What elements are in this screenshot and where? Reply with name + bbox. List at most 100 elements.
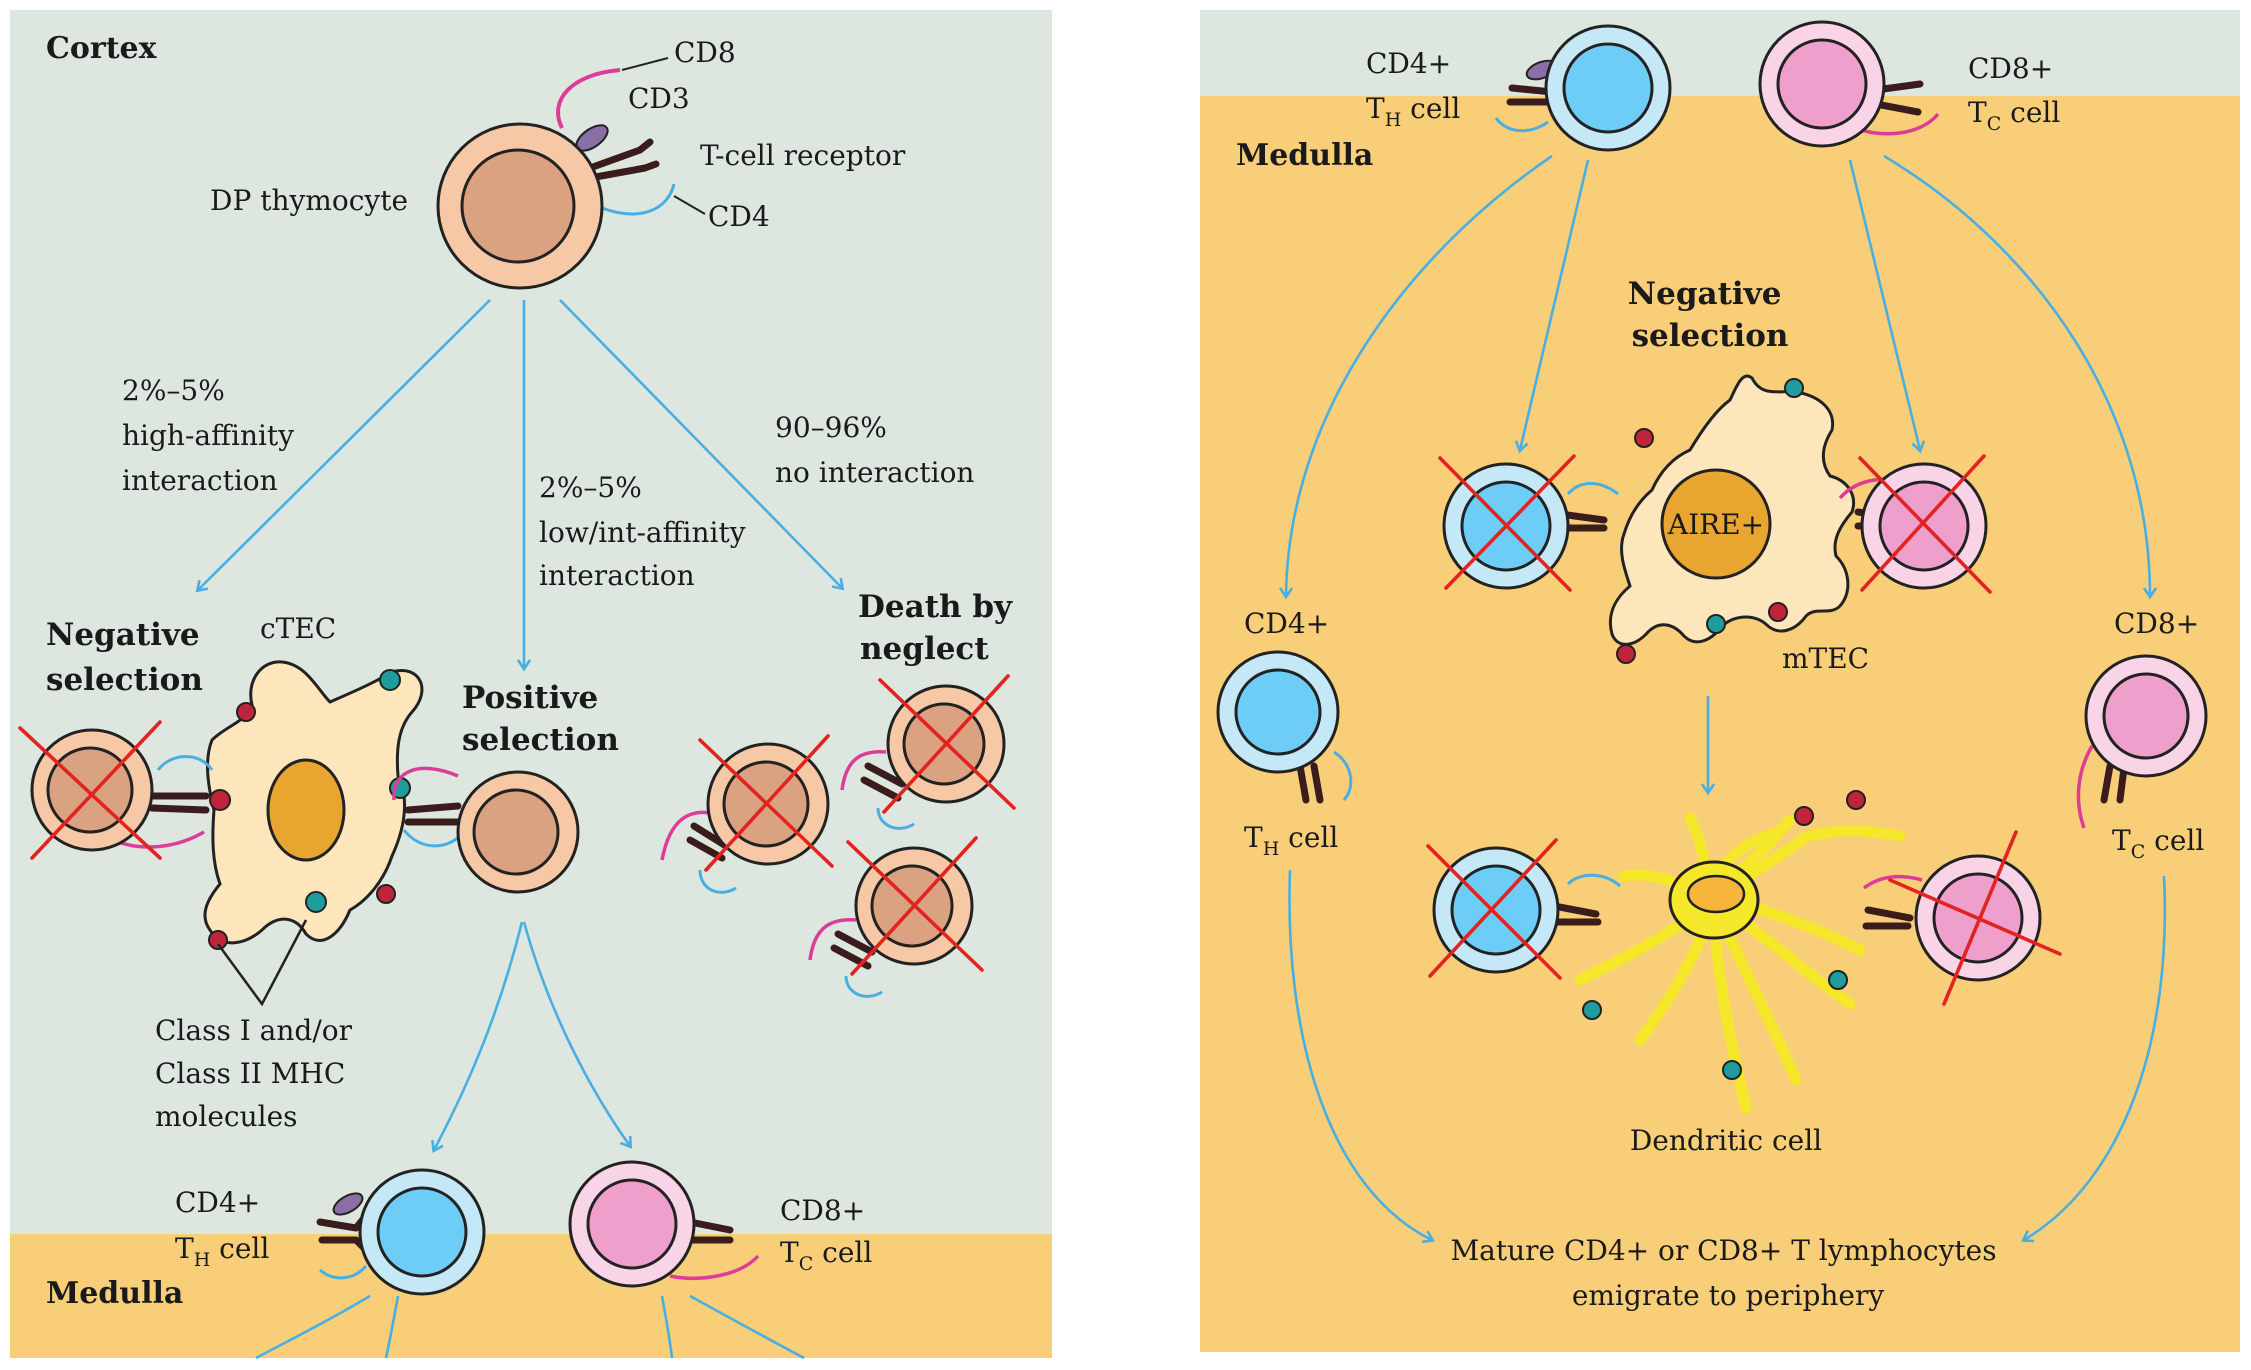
arrow-to-cd8-cell bbox=[522, 921, 630, 1146]
cd4-coreceptor bbox=[1333, 750, 1353, 801]
cd4-coreceptor bbox=[1566, 482, 1619, 496]
death-cross bbox=[1438, 456, 1572, 592]
cd4-coreceptor bbox=[1566, 873, 1621, 888]
tcr-label: T-cell receptor bbox=[700, 139, 906, 172]
left-th-label: TH cell bbox=[175, 1232, 269, 1271]
arrow-cd4-to-mtec bbox=[1520, 159, 1590, 450]
dp-thymocyte-nucleus bbox=[460, 148, 576, 264]
positive-selection-label: Positive selection bbox=[462, 680, 619, 758]
death-cross bbox=[1860, 454, 1986, 592]
death-cross bbox=[30, 720, 162, 860]
mhc-molecule bbox=[305, 891, 327, 913]
mhc-molecule bbox=[1846, 790, 1866, 810]
mhc-molecule bbox=[236, 702, 256, 722]
t-cell-nucleus bbox=[2102, 672, 2190, 760]
dc-rejected-cd8 bbox=[1862, 830, 2062, 1006]
cd8-coreceptor bbox=[556, 68, 621, 129]
mhc-molecule bbox=[1722, 1060, 1742, 1080]
right-medulla-region bbox=[1200, 96, 2240, 1352]
death-cross bbox=[18, 726, 162, 860]
death-cross bbox=[1428, 838, 1558, 978]
top-th-label: TH cell bbox=[1366, 92, 1460, 131]
cd4-leader bbox=[673, 195, 706, 215]
ctec-nucleus bbox=[266, 758, 346, 862]
side-cd8-label: CD8+ bbox=[2114, 607, 2199, 640]
aire-nucleus bbox=[1660, 468, 1772, 580]
mhc-molecule bbox=[1784, 378, 1804, 398]
dendritic-cell bbox=[1574, 790, 1906, 1114]
arrow-cd8-to-mtec bbox=[1848, 159, 1920, 450]
left-cd4-label: CD4+ bbox=[175, 1186, 260, 1219]
cd8-coreceptor bbox=[808, 918, 857, 961]
t-cell-receptor bbox=[404, 802, 462, 826]
t-cell-nucleus bbox=[1450, 864, 1542, 956]
cd3-label: CD3 bbox=[628, 82, 690, 115]
death-by-neglect-label: Death by neglect bbox=[858, 589, 1023, 667]
arrow-cd8-to-mature bbox=[2024, 875, 2167, 1240]
right-cortex-strip bbox=[1200, 10, 2240, 96]
mhc-molecule bbox=[209, 789, 231, 811]
t-cell-receptor bbox=[1550, 902, 1602, 926]
cd4-coreceptor bbox=[402, 829, 461, 848]
positively-selected-thymocyte bbox=[392, 766, 580, 894]
death-cross bbox=[704, 734, 830, 872]
t-cell-nucleus bbox=[586, 1178, 678, 1270]
t-cell-nucleus bbox=[1562, 42, 1654, 134]
left-panel: Cortex Medulla CD8 CD3 T-cell receptor C… bbox=[10, 10, 1052, 1360]
mtec-rejected-cd8 bbox=[1838, 454, 1992, 594]
ctec-label: cTEC bbox=[260, 612, 336, 645]
top-cd4-t-cell bbox=[1494, 24, 1672, 152]
mhc-molecule bbox=[1828, 970, 1848, 990]
t-cell-receptor bbox=[686, 1218, 734, 1244]
death-cross bbox=[1888, 878, 2062, 956]
cd4-coreceptor bbox=[698, 869, 737, 894]
neglected-thymocyte-3 bbox=[808, 836, 984, 998]
death-cross bbox=[882, 674, 1010, 814]
mhc-molecule bbox=[208, 930, 228, 950]
mhc-molecule bbox=[1706, 614, 1726, 634]
side-cd4-label: CD4+ bbox=[1244, 607, 1329, 640]
t-cell-nucleus bbox=[1234, 668, 1322, 756]
t-cell-receptor bbox=[586, 138, 660, 182]
mhc-molecule bbox=[1634, 428, 1654, 448]
neglected-thymocyte-2 bbox=[840, 674, 1016, 830]
cd8-coreceptor bbox=[669, 1254, 760, 1280]
left-medulla-region bbox=[10, 1234, 1052, 1358]
side-th-label: TH cell bbox=[1244, 821, 1338, 860]
cd4-coreceptor bbox=[876, 807, 915, 830]
left-cd8-t-cell bbox=[568, 1160, 760, 1288]
cd4-coreceptor bbox=[601, 183, 676, 216]
death-cross bbox=[1858, 456, 1992, 594]
arrow-cd8-to-side bbox=[1883, 154, 2150, 596]
dendritic-nucleus bbox=[1686, 874, 1746, 914]
t-cell-receptor bbox=[2100, 762, 2128, 804]
top-tc-label: TC cell bbox=[1968, 96, 2060, 135]
dp-thymocyte-label: DP thymocyte bbox=[210, 184, 408, 217]
t-cell-receptor bbox=[1862, 906, 1914, 930]
left-cd8-label: CD8+ bbox=[780, 1194, 865, 1227]
cd4-label: CD4 bbox=[708, 200, 770, 233]
top-cd8-t-cell bbox=[1758, 20, 1940, 148]
death-cross bbox=[850, 836, 978, 976]
mhc-pointer bbox=[216, 919, 308, 1007]
continuing-arrow bbox=[689, 1294, 805, 1360]
t-cell-receptor bbox=[1296, 762, 1324, 804]
no-interaction-label: 90–96% no interaction bbox=[775, 411, 974, 489]
mhc-molecule bbox=[1768, 602, 1788, 622]
continuing-arrow bbox=[660, 1295, 674, 1359]
mhc-molecule bbox=[1794, 806, 1814, 826]
cortex-label: Cortex bbox=[46, 31, 158, 66]
mtec-rejected-cd4 bbox=[1438, 454, 1619, 592]
cd4-coreceptor bbox=[319, 1264, 368, 1280]
mhc-molecule bbox=[379, 669, 401, 691]
t-cell-nucleus bbox=[376, 1186, 468, 1278]
cd8-coreceptor bbox=[117, 830, 205, 849]
side-cd4-t-cell bbox=[1216, 650, 1353, 804]
t-cell-receptor bbox=[316, 1214, 370, 1254]
cd4-coreceptor bbox=[156, 755, 214, 771]
cd8-coreceptor bbox=[392, 766, 459, 801]
side-cd8-t-cell bbox=[2076, 654, 2208, 829]
cd8-coreceptor bbox=[840, 750, 887, 791]
left-tc-label: TC cell bbox=[780, 1236, 872, 1275]
dc-rejected-cd4 bbox=[1426, 838, 1621, 980]
